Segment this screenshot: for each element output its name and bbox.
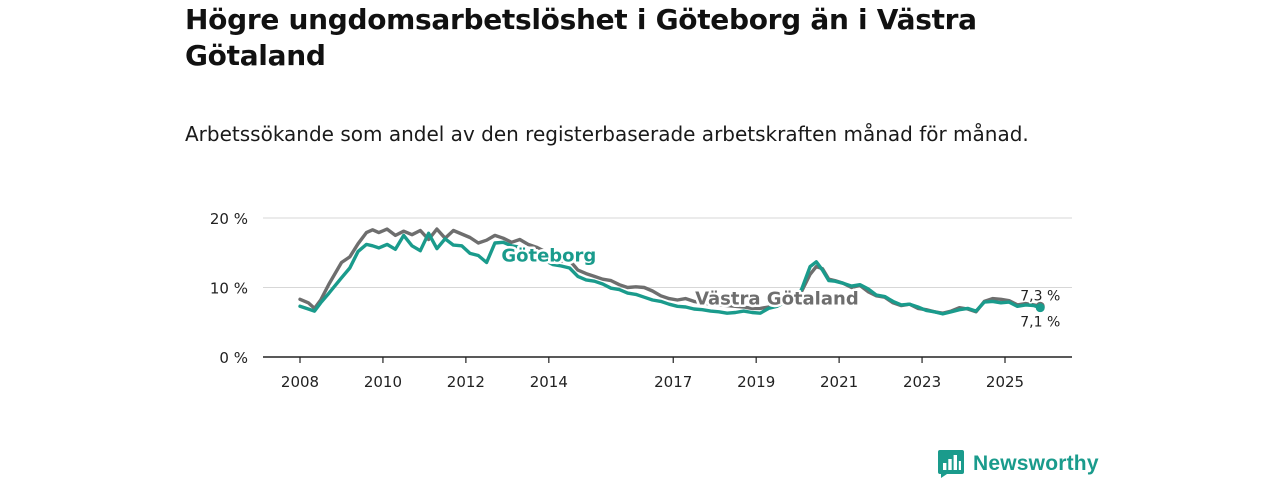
x-tick-label: 2023 — [903, 373, 941, 391]
x-tick-label: 2021 — [820, 373, 858, 391]
x-axis — [263, 356, 1072, 363]
brand-logo[interactable]: Newsworthy — [937, 448, 1099, 480]
chart-subtitle: Arbetssökande som andel av den registerb… — [185, 122, 1029, 146]
y-tick-label: 20 % — [210, 210, 248, 228]
x-tick-label: 2019 — [737, 373, 775, 391]
x-tick-label: 2014 — [530, 373, 568, 391]
series-line-västra-götaland — [298, 227, 1042, 315]
series-end-label: 7,1 % — [1020, 315, 1060, 331]
y-tick-label: 10 % — [210, 280, 248, 298]
series-end-label: 7,3 % — [1020, 288, 1060, 304]
series-end-point-göteborg — [1035, 303, 1045, 313]
x-tick-label: 2017 — [654, 373, 692, 391]
series-name-label: Västra Götaland — [695, 289, 859, 310]
x-tick-label: 2025 — [986, 373, 1024, 391]
label-layer: 0 % 10 % 20 % 2008 2010 2012 2014 2017 2019 2021 2… — [210, 210, 1062, 391]
chart-title: Högre ungdomsarbetslöshet i Göteborg än … — [185, 3, 977, 72]
x-tick-label: 2010 — [364, 373, 402, 391]
x-tick-label: 2008 — [281, 373, 319, 391]
series-layer — [298, 227, 1045, 316]
series-name-label: Göteborg — [501, 246, 596, 267]
grid-layer — [263, 217, 1072, 288]
y-tick-label: 0 % — [219, 349, 248, 367]
newsworthy-logo-icon — [938, 450, 964, 478]
x-tick-label: 2012 — [447, 373, 485, 391]
series-line-göteborg — [298, 231, 1042, 316]
brand-name: Newsworthy — [973, 452, 1099, 475]
